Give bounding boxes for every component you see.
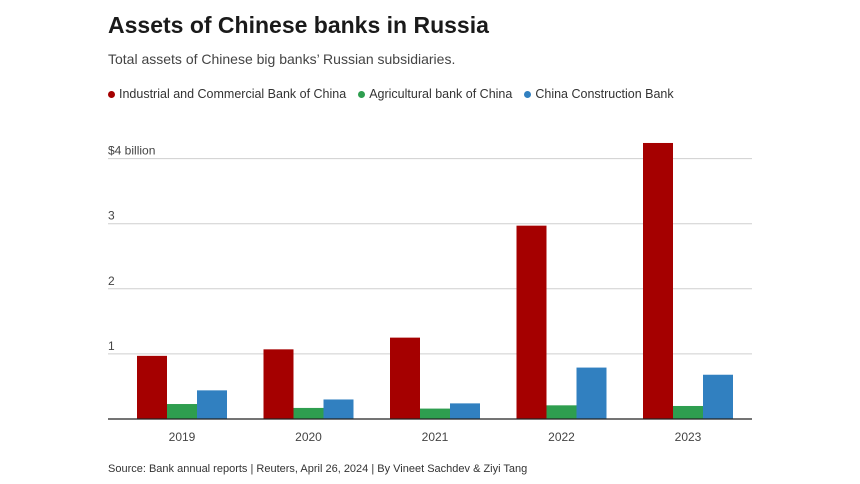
chart-subtitle: Total assets of Chinese big banks’ Russi…	[108, 51, 456, 67]
x-tick-label-2023: 2023	[675, 430, 702, 444]
x-tick-label-2021: 2021	[422, 430, 449, 444]
x-tick-label-2019: 2019	[169, 430, 196, 444]
legend-item-icbc: Industrial and Commercial Bank of China	[108, 87, 346, 101]
bar-2019-ccb	[197, 390, 227, 419]
bar-2023-icbc	[643, 142, 673, 419]
bar-2021-abc	[420, 408, 450, 419]
y-tick-label-2: 2	[108, 274, 115, 288]
bar-2022-abc	[546, 405, 577, 419]
x-tick-label-2022: 2022	[548, 430, 575, 444]
bar-2019-icbc	[137, 355, 167, 419]
legend-label-icbc: Industrial and Commercial Bank of China	[119, 87, 347, 101]
legend-label-abc: Agricultural bank of China	[369, 87, 513, 101]
legend-dot-ccb	[524, 90, 532, 98]
bar-2020-abc	[293, 407, 324, 419]
y-tick-label-4: $4 billion	[108, 144, 155, 158]
bar-2022-icbc	[516, 225, 547, 419]
legend: Industrial and Commercial Bank of China …	[108, 87, 674, 101]
legend-dot-abc	[358, 90, 366, 98]
bar-2021-ccb	[450, 403, 480, 419]
bar-2019-abc	[167, 404, 197, 419]
source-note: Source: Bank annual reports | Reuters, A…	[108, 463, 528, 475]
x-tick-label-2020: 2020	[295, 430, 322, 444]
bar-2023-abc	[673, 405, 703, 419]
legend-item-abc: Agricultural bank of China	[358, 87, 512, 101]
bar-2020-ccb	[323, 399, 354, 419]
legend-item-ccb: China Construction Bank	[524, 87, 674, 101]
legend-dot-icbc	[108, 90, 115, 98]
bar-2021-icbc	[390, 337, 420, 419]
y-tick-label-1: 1	[108, 339, 115, 353]
bar-2020-icbc	[263, 349, 294, 419]
chart-title: Assets of Chinese banks in Russia	[108, 12, 489, 38]
bar-2023-ccb	[703, 374, 733, 419]
legend-label-ccb: China Construction Bank	[535, 87, 674, 101]
y-tick-label-3: 3	[108, 209, 115, 223]
bar-2022-ccb	[576, 367, 607, 419]
